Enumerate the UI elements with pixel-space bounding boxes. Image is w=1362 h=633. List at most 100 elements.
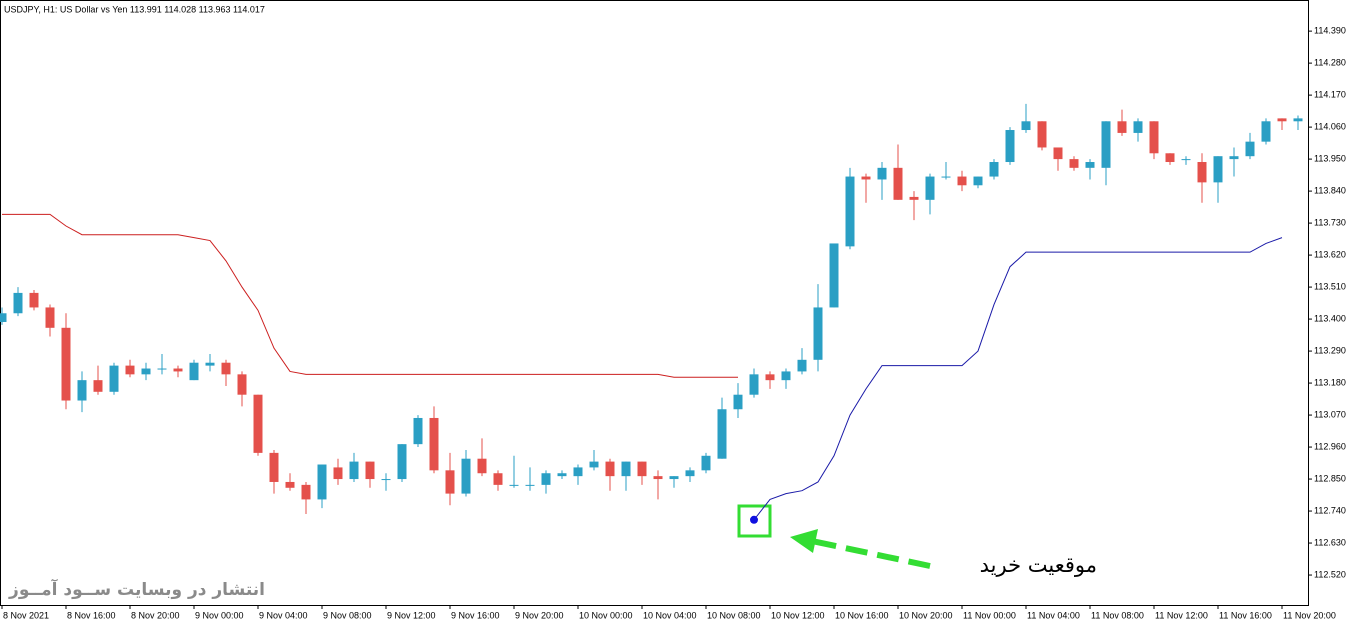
candle-body (845, 176, 855, 247)
y-tick-label: 114.060 (1314, 121, 1346, 131)
candle-body (653, 476, 663, 480)
candle-body (509, 484, 519, 486)
candle-body (1149, 121, 1159, 154)
x-tick-label: 9 Nov 08:00 (323, 610, 372, 620)
candle-body (1053, 147, 1063, 160)
x-tick-label: 11 Nov 16:00 (1219, 610, 1272, 620)
candle-body (317, 464, 327, 500)
candle-body (333, 467, 343, 480)
candle-body (941, 176, 951, 178)
y-tick-label: 113.840 (1314, 185, 1346, 195)
candle-body (1005, 130, 1015, 163)
y-tick-label: 112.630 (1314, 537, 1346, 547)
candle-body (701, 455, 711, 471)
candle-body (733, 394, 743, 410)
x-tick-label: 9 Nov 16:00 (451, 610, 500, 620)
indicator-line (2, 213, 738, 378)
candle-body (1213, 156, 1223, 183)
x-tick-label: 9 Nov 04:00 (259, 610, 308, 620)
x-tick-label: 10 Nov 20:00 (899, 610, 953, 620)
y-tick-label: 113.510 (1314, 281, 1346, 291)
y-tick-label: 112.740 (1314, 505, 1346, 515)
candle-body (461, 458, 471, 494)
y-tick-label: 113.950 (1314, 153, 1346, 163)
candle-body (349, 461, 359, 480)
y-tick-label: 113.180 (1314, 377, 1346, 387)
candle-body (477, 458, 487, 474)
x-tick-label: 8 Nov 20:00 (131, 610, 180, 620)
candle-body (429, 417, 439, 471)
candle-body (269, 452, 279, 482)
candle-body (909, 196, 919, 200)
candle-body (365, 461, 375, 480)
candle-body (1197, 162, 1207, 183)
candle-body (253, 394, 263, 453)
candle-body (765, 374, 775, 381)
candle-body (861, 176, 871, 180)
candle-body (221, 362, 231, 375)
candle-body (1261, 121, 1271, 142)
arrow-head (790, 529, 818, 553)
candle-body (381, 479, 391, 481)
annotation: موقعیت خرید (980, 553, 1097, 577)
x-tick-label: 8 Nov 2021 (3, 610, 49, 620)
y-tick-label: 114.390 (1314, 25, 1346, 35)
candle-body (573, 467, 583, 477)
candle-body (541, 473, 551, 485)
x-tick-label: 8 Nov 16:00 (67, 610, 116, 620)
candle-body (141, 368, 151, 375)
candle-body (813, 307, 823, 360)
y-tick-label: 114.280 (1314, 57, 1346, 67)
x-tick-label: 10 Nov 12:00 (771, 610, 825, 620)
arrow-line (811, 538, 931, 569)
candle-body (445, 470, 455, 494)
candle-body (301, 484, 311, 500)
candle-body (237, 374, 247, 395)
watermark: انتشار در وبسایت ســود آمــوز (8, 578, 265, 600)
candle-body (157, 368, 167, 370)
candle-body (1133, 121, 1143, 133)
y-tick-label: 113.400 (1314, 313, 1346, 323)
candle-body (93, 380, 103, 392)
candle-body (717, 409, 727, 459)
x-tick-label: 9 Nov 12:00 (387, 610, 436, 620)
y-tick-label: 112.960 (1314, 441, 1346, 451)
candle-body (0, 313, 7, 322)
candle-body (493, 473, 503, 485)
y-tick-label: 112.850 (1314, 473, 1346, 483)
candle-body (829, 243, 839, 308)
candle-body (189, 362, 199, 381)
plot-frame (0, 0, 1309, 606)
x-tick-label: 10 Nov 04:00 (643, 610, 697, 620)
candle-body (749, 374, 759, 395)
candle-body (77, 380, 87, 401)
x-tick-label: 10 Nov 00:00 (579, 610, 633, 620)
candle-body (173, 368, 183, 372)
candle-body (29, 292, 39, 308)
candle-body (893, 167, 903, 200)
y-tick-label: 112.520 (1314, 569, 1346, 579)
candle-body (637, 461, 647, 477)
x-tick-label: 10 Nov 16:00 (835, 610, 889, 620)
candle-body (1229, 156, 1239, 160)
buy-dot (750, 515, 758, 524)
chart-title: USDJPY, H1: US Dollar vs Yen 113.991 114… (4, 4, 265, 14)
candle-body (605, 461, 615, 477)
candle-body (1037, 121, 1047, 148)
x-tick-label: 11 Nov 12:00 (1155, 610, 1208, 620)
y-tick-label: 113.620 (1314, 249, 1346, 259)
candle-body (125, 365, 135, 375)
x-tick-label: 11 Nov 00:00 (963, 610, 1016, 620)
candle-body (61, 327, 71, 401)
candle-body (1293, 118, 1303, 122)
candle-body (1277, 118, 1287, 122)
candle-body (797, 359, 807, 372)
x-tick-label: 11 Nov 20:00 (1283, 610, 1336, 620)
y-tick-label: 113.070 (1314, 409, 1346, 419)
candle-body (525, 484, 535, 486)
candle-body (13, 292, 23, 314)
x-tick-label: 11 Nov 04:00 (1027, 610, 1080, 620)
candle-body (925, 176, 935, 200)
candle-body (685, 470, 695, 477)
y-tick-label: 113.730 (1314, 217, 1346, 227)
